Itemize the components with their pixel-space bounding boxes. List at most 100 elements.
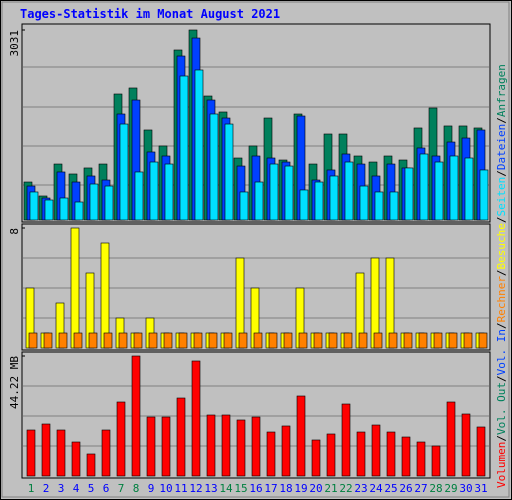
grid [23, 66, 489, 447]
bar [44, 199, 54, 221]
legend-entry: Volumen [495, 442, 508, 488]
bar [251, 416, 261, 477]
bar [328, 332, 338, 349]
x-tick-label: 5 [88, 482, 95, 495]
bar [176, 397, 186, 477]
bar [298, 332, 308, 349]
legend: Volumen/Vol. Out/Vol. In/Rechner/Besuche… [495, 64, 508, 488]
bar [133, 332, 143, 349]
bar [449, 155, 459, 221]
x-tick-label: 13 [204, 482, 217, 495]
x-tick-label: 27 [414, 482, 427, 495]
x-tick-label: 29 [444, 482, 457, 495]
bar [404, 167, 414, 221]
bar [149, 161, 159, 221]
bar [70, 227, 80, 349]
bar [433, 332, 443, 349]
bar [464, 157, 474, 221]
bar [343, 332, 353, 349]
bar [463, 332, 473, 349]
bar [388, 332, 398, 349]
bar [59, 197, 69, 221]
bar [239, 191, 249, 221]
bar [101, 429, 111, 477]
legend-separator: / [495, 117, 508, 124]
bar [478, 332, 488, 349]
x-tick-label: 17 [264, 482, 277, 495]
bar [341, 403, 351, 477]
bar [281, 425, 291, 477]
x-tick-label: 1 [28, 482, 35, 495]
bar [446, 401, 456, 477]
legend-entry: Besuche [495, 223, 508, 269]
legend-separator: / [495, 216, 508, 223]
bar [164, 163, 174, 221]
x-tick-label: 22 [339, 482, 352, 495]
legend-entry: Vol. Out [495, 382, 508, 435]
bar [283, 332, 293, 349]
x-tick-label: 3 [58, 482, 65, 495]
bar [344, 161, 354, 221]
bar [284, 165, 294, 221]
bar [118, 332, 128, 349]
bar [434, 161, 444, 221]
bar [43, 332, 53, 349]
bar [268, 332, 278, 349]
x-tick-label: 6 [103, 482, 110, 495]
bar [191, 360, 201, 477]
x-tick-label: 16 [249, 482, 262, 495]
legend-separator: / [495, 170, 508, 177]
bar [386, 431, 396, 477]
bar [88, 332, 98, 349]
x-tick-label: 30 [459, 482, 472, 495]
bar [253, 332, 263, 349]
bar [163, 332, 173, 349]
bar [479, 169, 489, 221]
bar [476, 426, 486, 477]
x-tick-label: 19 [294, 482, 307, 495]
bar [371, 424, 381, 477]
x-tick-label: 14 [219, 482, 233, 495]
bar [89, 183, 99, 221]
x-tick-label: 21 [324, 482, 337, 495]
bar [58, 332, 68, 349]
bar [358, 332, 368, 349]
legend-separator: / [495, 375, 508, 382]
bar [221, 414, 231, 477]
bar [86, 453, 96, 477]
bar [134, 171, 144, 221]
bar [193, 332, 203, 349]
bar [116, 401, 126, 477]
x-tick-label: 2 [43, 482, 50, 495]
bar [373, 332, 383, 349]
bar [314, 181, 324, 221]
bar [401, 436, 411, 477]
bar [206, 414, 216, 477]
bar [103, 332, 113, 349]
bar [296, 395, 306, 477]
legend-separator: / [495, 322, 508, 329]
legend-separator: / [495, 435, 508, 442]
x-tick-label: 12 [189, 482, 202, 495]
bar [313, 332, 323, 349]
bars [23, 29, 489, 477]
bar [100, 242, 110, 349]
x-tick-label: 15 [234, 482, 247, 495]
bar [269, 163, 279, 221]
bar [266, 431, 276, 477]
legend-entry: Vol. In [495, 329, 508, 375]
x-tick-label: 7 [118, 482, 125, 495]
bar [389, 191, 399, 221]
bar [326, 433, 336, 477]
x-tick-label: 8 [133, 482, 140, 495]
bar [71, 441, 81, 477]
x-tick-label: 23 [354, 482, 367, 495]
bar [238, 332, 248, 349]
bar [403, 332, 413, 349]
x-tick-label: 24 [369, 482, 383, 495]
bar [356, 431, 366, 477]
x-tick-label: 26 [399, 482, 412, 495]
legend-entry: Seiten [495, 177, 508, 217]
bar [119, 123, 129, 221]
bar [329, 175, 339, 221]
